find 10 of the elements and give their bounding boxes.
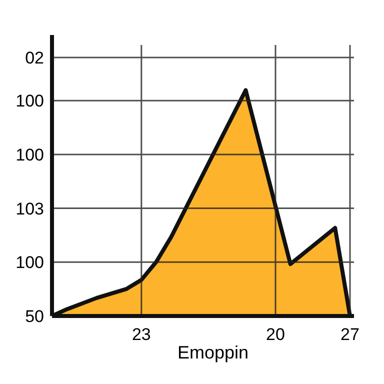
x-tick-label: 23 [132,325,151,344]
x-tick-label: 27 [340,325,360,344]
text: 50 [25,306,44,326]
x-axis-title: Emoppin [177,342,249,362]
x-tick-label: 20 [266,325,285,344]
text: 100 [16,92,44,111]
text: 100 [16,253,44,272]
text: 100 [16,145,44,164]
text: 02 [25,48,44,68]
text: 103 [16,199,44,218]
